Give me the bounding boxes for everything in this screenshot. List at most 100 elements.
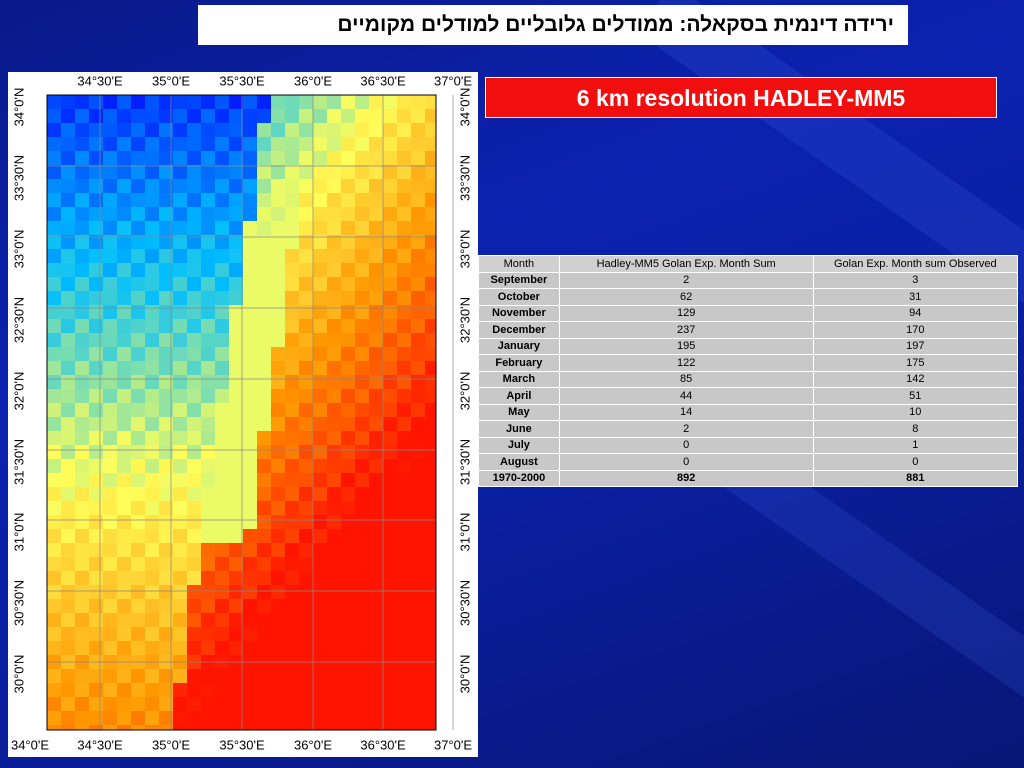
map-cell (299, 347, 313, 361)
map-cell (369, 543, 383, 557)
map-cell (313, 613, 327, 627)
map-cell (299, 529, 313, 543)
map-cell (215, 151, 229, 165)
map-cell (411, 277, 425, 291)
map-cell (159, 487, 173, 501)
map-cell (75, 193, 89, 207)
map-cell (117, 529, 131, 543)
map-cell (47, 473, 61, 487)
map-cell (145, 585, 159, 599)
map-axis-label: 32°0'N (457, 372, 472, 411)
map-cell (327, 557, 341, 571)
map-cell (327, 277, 341, 291)
map-cell (271, 123, 285, 137)
map-cell (299, 123, 313, 137)
map-axis-label: 36°0'E (294, 73, 332, 88)
map-cell (341, 571, 355, 585)
map-cell (229, 305, 243, 319)
map-cell (229, 501, 243, 515)
map-cell (89, 347, 103, 361)
map-axis-label: 32°30'N (457, 297, 472, 343)
map-cell (243, 529, 257, 543)
map-cell (187, 627, 201, 641)
map-cell (383, 571, 397, 585)
map-cell (117, 137, 131, 151)
map-cell (299, 193, 313, 207)
map-cell (47, 179, 61, 193)
map-cell (159, 515, 173, 529)
map-cell (47, 403, 61, 417)
map-cell (257, 221, 271, 235)
map-cell (173, 529, 187, 543)
map-cell (145, 515, 159, 529)
map-cell (313, 389, 327, 403)
map-cell (159, 361, 173, 375)
map-cell (75, 179, 89, 193)
map-cell (383, 557, 397, 571)
table-row: February 122 175 (478, 354, 1019, 372)
map-cell (243, 501, 257, 515)
map-cell (229, 277, 243, 291)
map-cell (131, 431, 145, 445)
map-cell (383, 515, 397, 529)
table-cell: 2 (558, 420, 814, 438)
map-cell (145, 277, 159, 291)
map-cell (397, 543, 411, 557)
map-cell (397, 193, 411, 207)
map-cell (341, 599, 355, 613)
map-cell (355, 151, 369, 165)
map-cell (257, 711, 271, 725)
map-cell (397, 249, 411, 263)
map-cell (299, 291, 313, 305)
map-cell (257, 529, 271, 543)
map-cell (313, 431, 327, 445)
map-cell (313, 235, 327, 249)
map-cell (173, 123, 187, 137)
map-cell (173, 571, 187, 585)
map-cell (299, 165, 313, 179)
map-cell (425, 333, 436, 347)
map-cell (243, 557, 257, 571)
map-cell (327, 431, 341, 445)
map-cell (355, 515, 369, 529)
map-cell (173, 291, 187, 305)
map-cell (327, 179, 341, 193)
map-cell (313, 137, 327, 151)
map-cell (117, 305, 131, 319)
map-cell (117, 445, 131, 459)
map-cell (131, 473, 145, 487)
map-cell (411, 585, 425, 599)
map-cell (61, 319, 75, 333)
map-cell (75, 599, 89, 613)
map-cell (103, 95, 117, 109)
map-cell (89, 291, 103, 305)
map-axis-label: 30°0'N (457, 655, 472, 694)
map-cell (61, 697, 75, 711)
map-cell (411, 431, 425, 445)
map-cell (75, 557, 89, 571)
map-cell (173, 305, 187, 319)
map-cell (299, 431, 313, 445)
map-cell (271, 641, 285, 655)
map-cell (159, 557, 173, 571)
map-cell (369, 557, 383, 571)
map-cell (61, 305, 75, 319)
map-cell (215, 291, 229, 305)
map-cell (187, 641, 201, 655)
table-cell: Hadley-MM5 Golan Exp. Month Sum (558, 255, 814, 273)
map-cell (229, 725, 243, 730)
banner: 6 km resolution HADLEY-MM5 (485, 77, 997, 118)
map-cell (229, 403, 243, 417)
table-cell: 122 (558, 354, 814, 372)
map-cell (159, 529, 173, 543)
map-cell (369, 417, 383, 431)
map-cell (75, 613, 89, 627)
map-cell (411, 571, 425, 585)
map-cell (187, 151, 201, 165)
map-cell (131, 501, 145, 515)
map-cell (117, 249, 131, 263)
map-cell (89, 235, 103, 249)
map-cell (75, 207, 89, 221)
table-row: June 2 8 (478, 420, 1019, 438)
table-row: Month Hadley-MM5 Golan Exp. Month Sum Gola… (478, 255, 1019, 273)
